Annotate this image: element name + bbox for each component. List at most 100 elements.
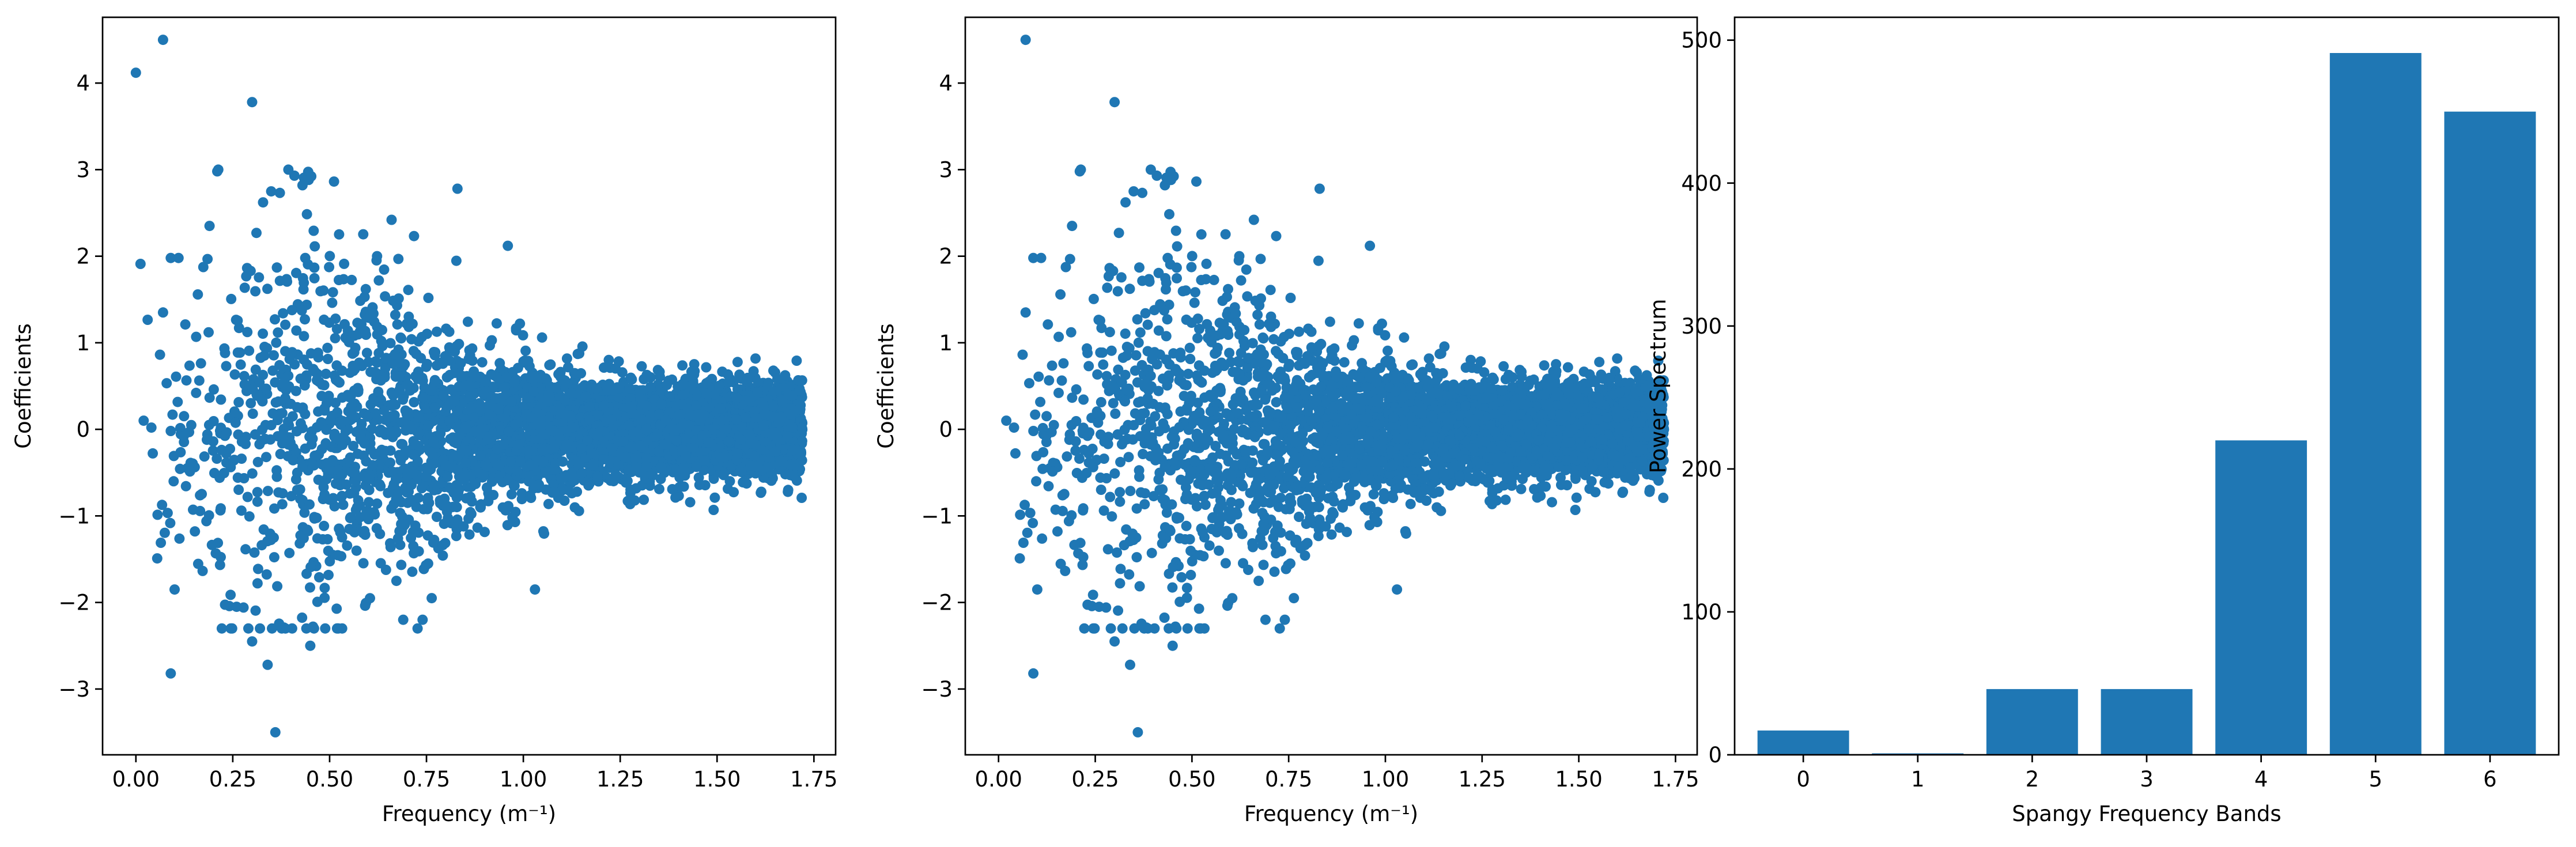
data-point <box>262 659 273 670</box>
y-tick-label: 3 <box>76 157 90 182</box>
data-point <box>138 415 149 426</box>
data-point <box>284 354 295 365</box>
data-point <box>302 524 313 535</box>
data-point <box>530 584 541 595</box>
data-point <box>130 67 141 78</box>
data-point <box>721 423 732 434</box>
data-point <box>793 375 804 385</box>
data-point <box>261 452 271 463</box>
data-point <box>435 495 445 506</box>
data-point <box>700 455 710 466</box>
data-point <box>368 308 379 319</box>
data-point <box>544 360 555 370</box>
y-tick-label: −1 <box>58 504 90 528</box>
data-point <box>203 510 214 521</box>
data-point <box>220 599 231 610</box>
data-point <box>787 445 798 456</box>
data-point <box>156 538 167 548</box>
data-point <box>605 475 616 486</box>
data-point <box>351 545 362 556</box>
data-point <box>358 450 369 461</box>
data-point <box>343 406 354 417</box>
data-point <box>622 496 633 506</box>
data-point <box>221 427 232 438</box>
data-point <box>175 423 186 433</box>
data-point <box>313 474 324 485</box>
data-point <box>162 508 173 519</box>
data-point <box>451 341 462 351</box>
data-point <box>437 550 448 561</box>
data-point <box>634 440 645 451</box>
data-point <box>242 491 253 502</box>
data-point <box>785 459 796 470</box>
data-point <box>290 385 301 396</box>
data-point <box>392 533 403 544</box>
data-point <box>312 422 322 433</box>
data-point <box>481 376 492 387</box>
data-point <box>688 378 698 389</box>
data-point <box>174 533 185 544</box>
data-point <box>308 225 319 236</box>
data-point <box>304 499 315 510</box>
data-point <box>562 485 573 496</box>
data-point <box>576 368 587 379</box>
data-point <box>386 411 396 422</box>
data-point <box>216 394 226 405</box>
data-point <box>346 274 357 285</box>
data-point <box>232 472 243 483</box>
data-point <box>282 276 293 287</box>
data-point <box>214 559 225 570</box>
data-point <box>295 418 306 429</box>
data-point <box>354 500 365 511</box>
data-point <box>292 402 303 413</box>
data-point <box>636 414 647 425</box>
data-point <box>338 274 349 285</box>
data-point <box>231 602 242 612</box>
data-point <box>438 390 449 400</box>
data-point <box>452 464 463 475</box>
data-point <box>412 623 423 634</box>
data-point <box>168 476 179 487</box>
data-point <box>636 361 647 372</box>
data-point <box>333 376 343 387</box>
data-point <box>549 442 560 453</box>
data-point <box>749 451 760 462</box>
data-point <box>678 481 689 492</box>
data-point <box>491 318 502 329</box>
data-point <box>461 493 471 504</box>
data-point <box>260 433 271 444</box>
data-point <box>577 341 588 352</box>
data-point <box>770 446 781 457</box>
data-point <box>394 371 405 382</box>
data-point <box>441 500 452 511</box>
data-point <box>469 372 480 383</box>
data-point <box>271 262 282 273</box>
data-point <box>1498 361 1509 372</box>
data-point <box>371 408 381 419</box>
data-point <box>299 507 310 518</box>
data-point <box>516 488 527 499</box>
data-point <box>226 293 237 304</box>
data-point <box>349 347 360 358</box>
data-point <box>324 556 335 567</box>
data-point <box>337 469 348 480</box>
data-point <box>796 423 807 434</box>
data-point <box>273 327 284 338</box>
data-point <box>694 479 705 490</box>
data-point <box>412 373 423 384</box>
data-point <box>247 97 258 108</box>
data-point <box>252 578 263 589</box>
data-point <box>254 272 265 283</box>
data-point <box>255 352 266 363</box>
data-point <box>431 512 442 522</box>
data-point <box>157 35 168 46</box>
data-point <box>715 403 726 414</box>
data-point <box>519 355 530 366</box>
data-point <box>1060 565 1071 576</box>
data-point <box>464 529 475 540</box>
data-point <box>266 186 277 197</box>
data-point <box>432 326 442 337</box>
scatter-points <box>130 35 808 738</box>
data-point <box>245 266 256 277</box>
data-point <box>195 490 206 501</box>
